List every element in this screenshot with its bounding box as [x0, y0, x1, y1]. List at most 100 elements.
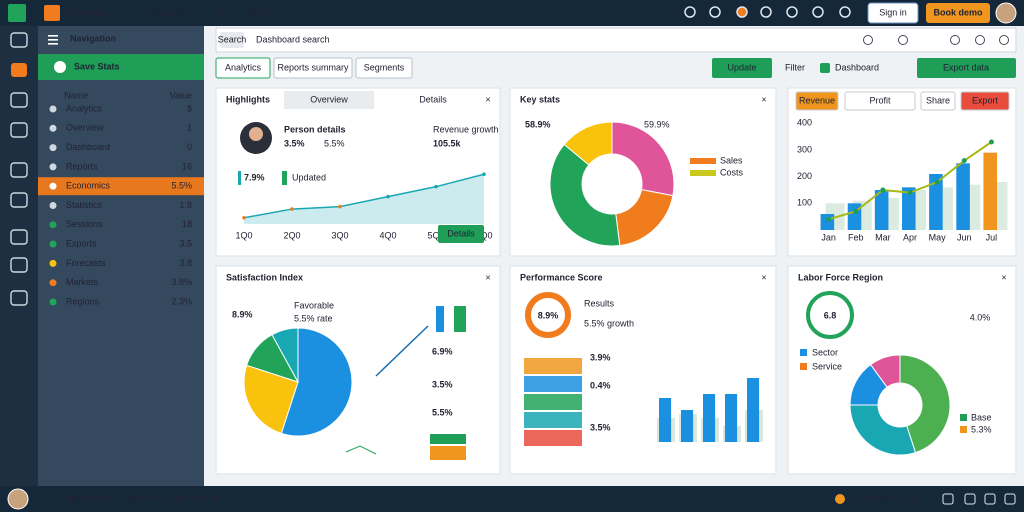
- kpi-note: Results: [584, 298, 615, 308]
- panel-tabs[interactable]: [284, 91, 374, 109]
- sidebar-value: $: [187, 103, 192, 113]
- top-icon[interactable]: [684, 6, 696, 18]
- search-icon[interactable]: [863, 35, 873, 45]
- legend-label: Base: [971, 412, 992, 422]
- sidebar-item: Markets: [66, 277, 99, 287]
- footer-status: Status for Session: [850, 493, 923, 503]
- sidebar-title: Navigation: [70, 33, 116, 43]
- search-icon[interactable]: [950, 35, 960, 45]
- search-icon[interactable]: [975, 35, 985, 45]
- kpi-note: Updated: [292, 172, 326, 182]
- toolbar-tab[interactable]: [215, 57, 271, 79]
- sidebar-item: Forecasts: [66, 258, 106, 268]
- kpi-note-2: 5.5% growth: [584, 318, 634, 328]
- footer-icon[interactable]: [964, 493, 976, 505]
- legend-swatch: [690, 170, 716, 176]
- rail-icon[interactable]: [10, 257, 28, 273]
- sidebar-bullet: [49, 221, 57, 229]
- sidebar-bullet: [49, 240, 57, 248]
- top-icon[interactable]: [709, 6, 721, 18]
- footer-link: Nachvitas: [125, 493, 165, 503]
- rail-icon[interactable]: [10, 162, 28, 178]
- rail-icon[interactable]: [10, 192, 28, 208]
- avatar[interactable]: [995, 2, 1017, 24]
- signin-button[interactable]: [867, 2, 919, 24]
- signin-label: Sign in: [879, 7, 907, 17]
- sidebar-item-active[interactable]: [38, 177, 204, 196]
- chart-button-label: Share: [926, 95, 950, 105]
- person-name: Person details: [284, 124, 346, 134]
- chart-button[interactable]: [920, 91, 956, 111]
- export-button[interactable]: [917, 58, 1016, 78]
- rail-icon[interactable]: [10, 32, 28, 48]
- rail-icon[interactable]: [10, 290, 28, 306]
- search-label: Search: [218, 34, 247, 44]
- bar: [902, 187, 916, 230]
- panel-close[interactable]: ×: [485, 94, 490, 104]
- search-icon[interactable]: [999, 35, 1009, 45]
- toolbar-tab[interactable]: [355, 57, 413, 79]
- rail-icon[interactable]: [10, 229, 28, 245]
- line-point: [338, 204, 342, 209]
- panel-close[interactable]: ×: [485, 272, 490, 282]
- line-point: [934, 179, 940, 185]
- footer-icon[interactable]: [1004, 493, 1016, 505]
- score-ring: [525, 292, 571, 338]
- top-icon[interactable]: [839, 6, 851, 18]
- footer-icon[interactable]: [984, 493, 996, 505]
- save-icon: [54, 61, 66, 73]
- heat-stripe: [524, 412, 582, 428]
- big-pct: 4.0%: [970, 312, 991, 322]
- details-button[interactable]: [438, 225, 484, 243]
- pie-slice: [899, 354, 951, 454]
- total-label: Revenue growth: [433, 124, 499, 134]
- pie-slice: [849, 404, 917, 456]
- line-area: [244, 174, 484, 224]
- top-icon[interactable]: [786, 6, 798, 18]
- x-tick-label: 2Q0: [283, 230, 300, 240]
- mini-tag: [430, 446, 466, 460]
- panel-close[interactable]: ×: [761, 272, 766, 282]
- y-tick-label: 100: [797, 198, 812, 208]
- chart-button[interactable]: [844, 91, 916, 111]
- search-input[interactable]: Dashboard search: [256, 34, 330, 44]
- side-label: 5.5%: [432, 407, 453, 417]
- chart-button[interactable]: [960, 91, 1010, 111]
- pie-slice: [563, 121, 613, 166]
- sidebar-head: Name: [64, 90, 88, 100]
- x-tick-label: Apr: [903, 232, 917, 242]
- cta-button[interactable]: [926, 3, 990, 23]
- toolbar-tab[interactable]: [273, 57, 353, 79]
- rail-icon[interactable]: [11, 63, 27, 77]
- donut-label: 58.9%: [525, 119, 551, 129]
- rail-icon[interactable]: [10, 122, 28, 138]
- sidebar-value: 3.5: [179, 238, 192, 248]
- panel-close[interactable]: ×: [761, 94, 766, 104]
- sidebar-bullet: [49, 144, 57, 152]
- update-button[interactable]: [712, 58, 772, 78]
- legend-label: Costs: [720, 167, 744, 177]
- top-icon[interactable]: [760, 6, 772, 18]
- sidebar-value: 3.8%: [171, 277, 192, 287]
- top-icon[interactable]: [736, 6, 748, 18]
- sidebar-head: Value: [170, 90, 192, 100]
- nav-link: Salnes: [246, 7, 274, 17]
- change: 3.5%: [284, 138, 305, 148]
- chart-button[interactable]: [795, 91, 839, 111]
- panel-close[interactable]: ×: [1001, 272, 1006, 282]
- bar: [820, 214, 835, 230]
- search-tag: [220, 32, 244, 48]
- line-point: [386, 194, 390, 199]
- footer-icon[interactable]: [942, 493, 954, 505]
- save-label: Save Stats: [74, 61, 120, 71]
- rail-icon[interactable]: [10, 92, 28, 108]
- top-icon[interactable]: [812, 6, 824, 18]
- x-tick-label: Jun: [957, 232, 972, 242]
- sidebar-bullet: [49, 298, 57, 306]
- line-point: [880, 187, 886, 193]
- sidebar-item: Reports: [66, 161, 98, 171]
- search-icon[interactable]: [898, 35, 908, 45]
- dashboard-check[interactable]: [820, 63, 830, 73]
- menu-line: [48, 35, 58, 37]
- sidebar-bullet: [49, 163, 57, 171]
